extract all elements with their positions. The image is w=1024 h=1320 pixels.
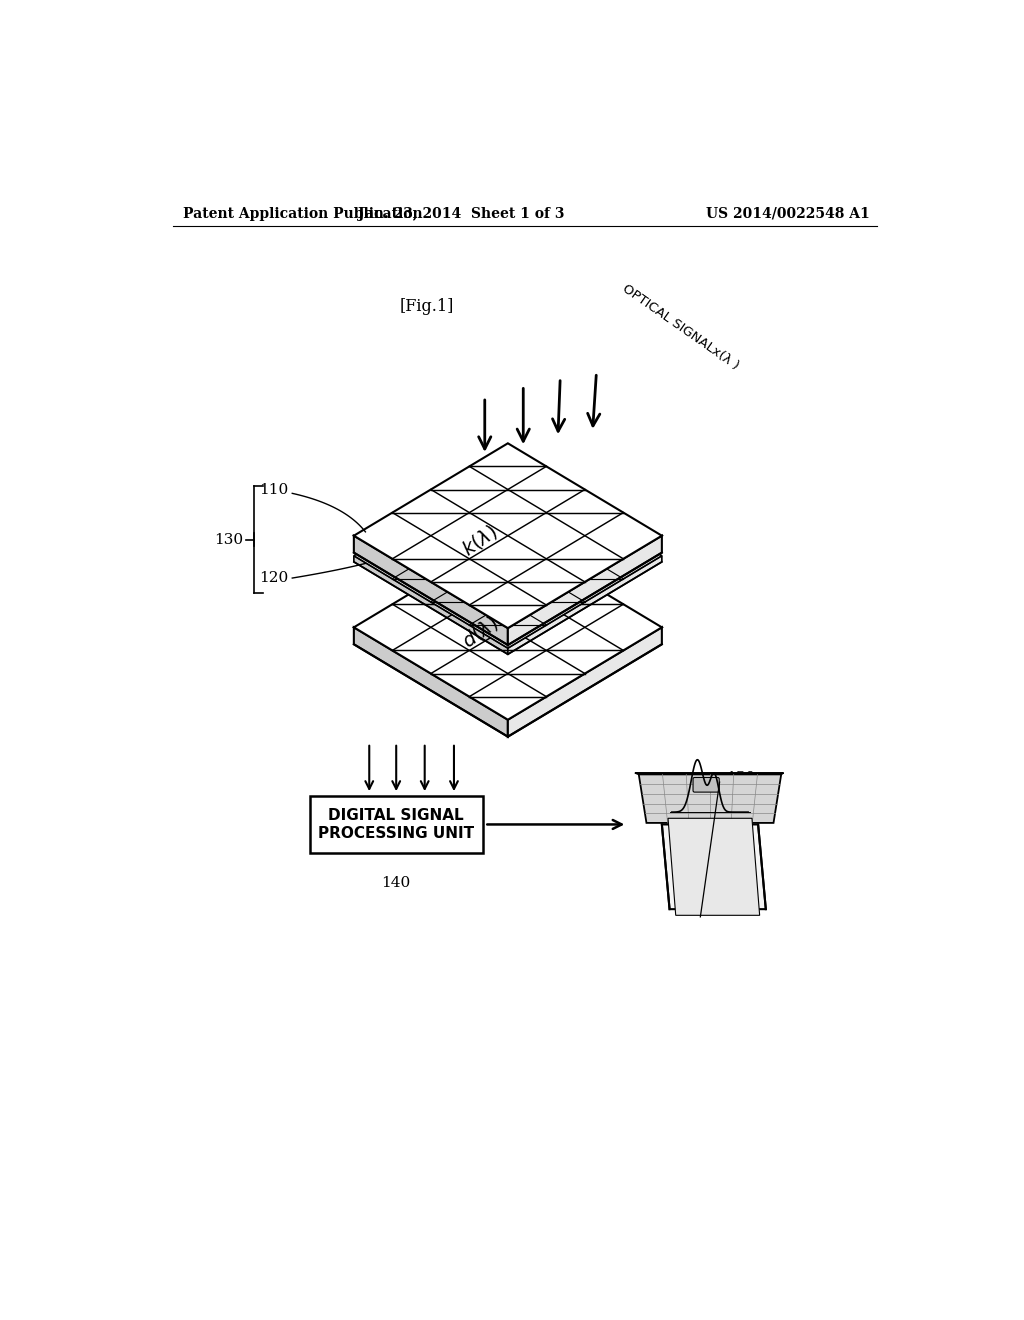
Text: DIGITAL SIGNAL
PROCESSING UNIT: DIGITAL SIGNAL PROCESSING UNIT xyxy=(318,808,474,841)
Polygon shape xyxy=(635,774,783,775)
Polygon shape xyxy=(354,444,662,628)
Polygon shape xyxy=(662,825,766,909)
Text: 150: 150 xyxy=(726,771,755,785)
Polygon shape xyxy=(639,775,781,822)
FancyBboxPatch shape xyxy=(309,796,483,853)
Text: 130: 130 xyxy=(214,532,243,546)
Polygon shape xyxy=(354,535,662,719)
Polygon shape xyxy=(508,536,662,645)
Polygon shape xyxy=(354,556,508,655)
Text: OPTICAL SIGNALx(λ ): OPTICAL SIGNALx(λ ) xyxy=(620,282,740,372)
Text: $k(\lambda)$: $k(\lambda)$ xyxy=(459,520,502,560)
Text: 140: 140 xyxy=(382,876,411,891)
Polygon shape xyxy=(668,818,760,915)
Polygon shape xyxy=(508,627,662,737)
Text: Patent Application Publication: Patent Application Publication xyxy=(183,207,423,220)
FancyBboxPatch shape xyxy=(693,777,719,792)
Polygon shape xyxy=(354,463,662,648)
Text: 120: 120 xyxy=(259,572,289,585)
Text: 110: 110 xyxy=(259,483,289,496)
Polygon shape xyxy=(508,556,662,655)
Polygon shape xyxy=(354,536,508,645)
Text: [Fig.1]: [Fig.1] xyxy=(399,298,455,314)
Polygon shape xyxy=(354,627,508,737)
Text: US 2014/0022548 A1: US 2014/0022548 A1 xyxy=(706,207,869,220)
Text: Jan. 23, 2014  Sheet 1 of 3: Jan. 23, 2014 Sheet 1 of 3 xyxy=(358,207,565,220)
Text: $d(\lambda)$: $d(\lambda)$ xyxy=(458,612,503,652)
